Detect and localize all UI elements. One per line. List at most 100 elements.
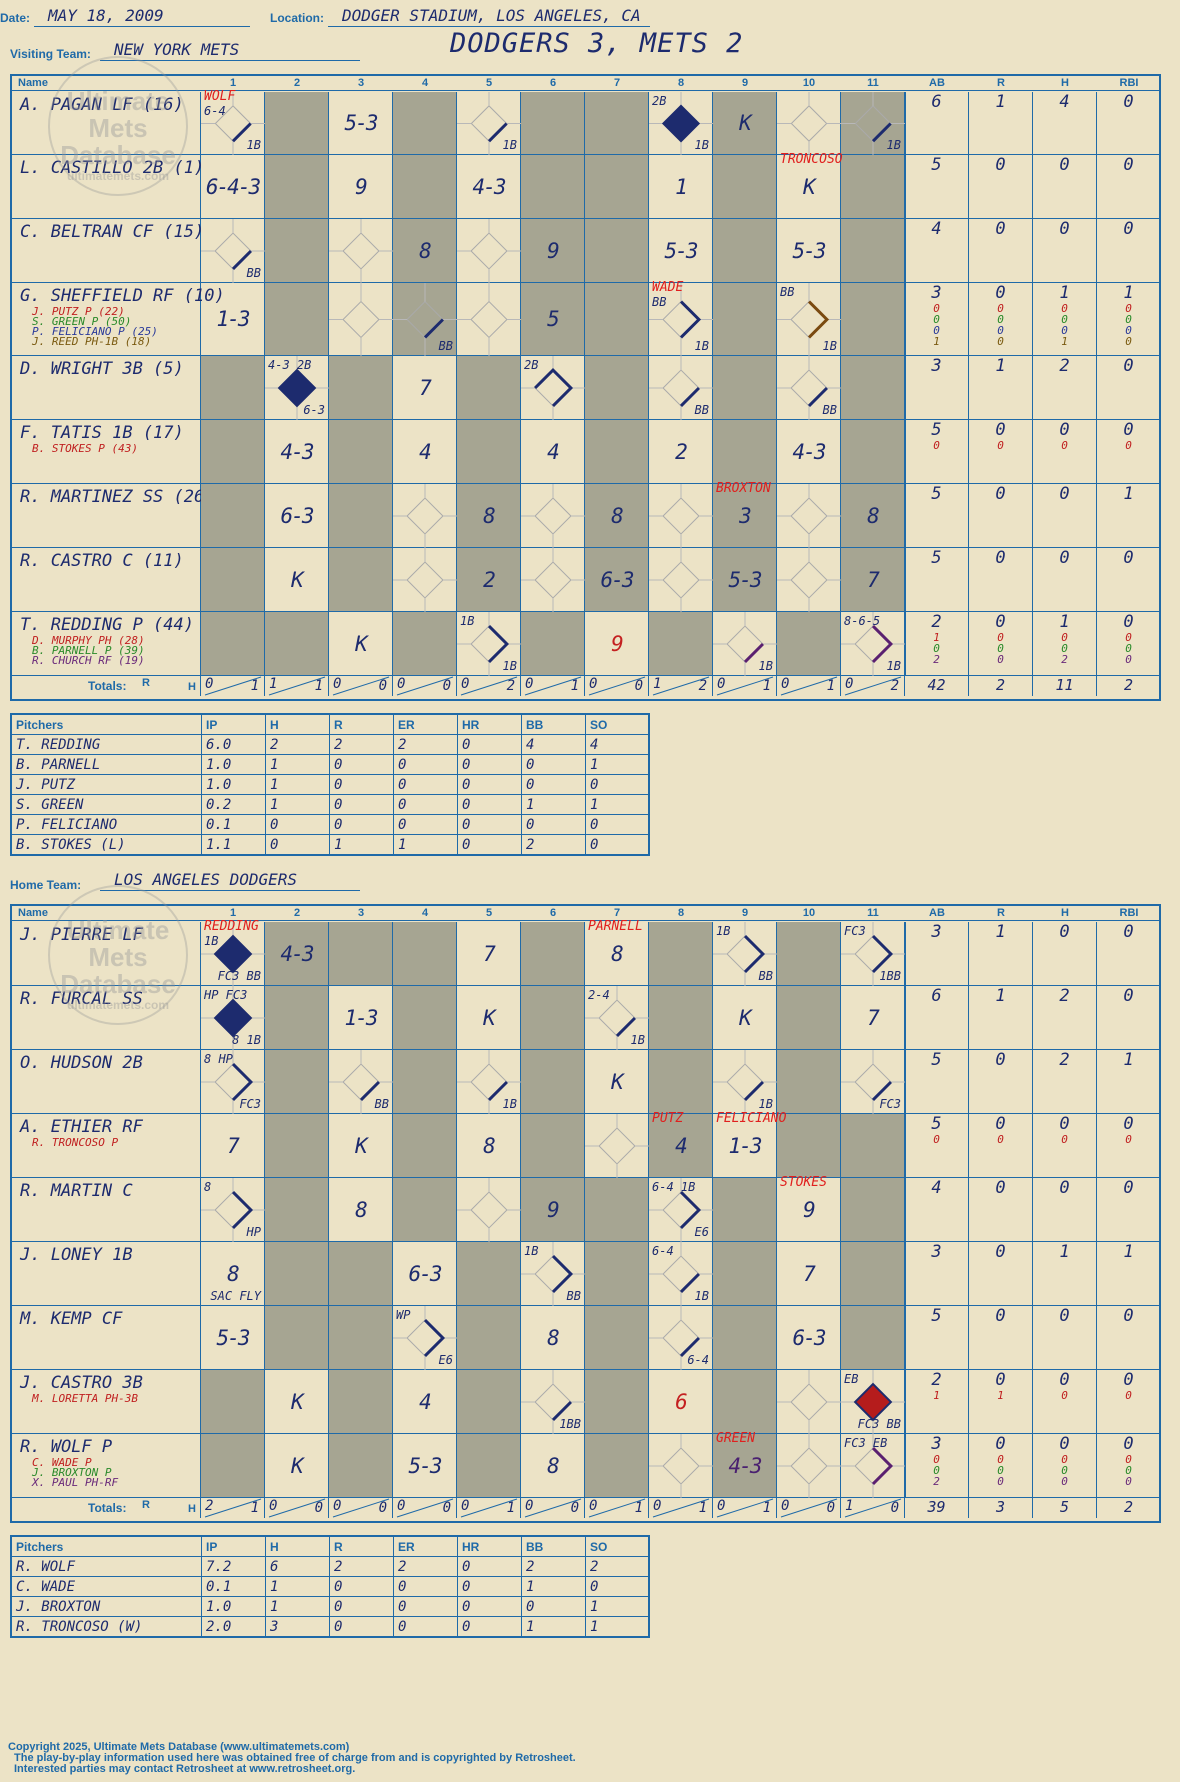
at-bat-cell — [521, 548, 585, 612]
at-bat-cell — [713, 356, 777, 420]
diamond-icon — [521, 548, 585, 612]
substitute-name: J. PUTZ P (22) — [32, 305, 125, 318]
at-bat-cell: 2B — [521, 356, 585, 420]
play-result: 4-3 — [280, 941, 315, 966]
pitcher-stat: 0 — [394, 795, 458, 815]
at-bat-cell — [649, 612, 713, 676]
at-bat-cell — [201, 1370, 265, 1434]
batter-stat: 0 — [1033, 922, 1097, 986]
pitcher-stat: 0 — [458, 1577, 522, 1597]
date-value: MAY 18, 2009 — [34, 6, 250, 27]
at-bat-cell — [649, 1050, 713, 1114]
pitcher-stat: 0 — [394, 1577, 458, 1597]
substitute-name: S. GREEN P (50) — [32, 315, 132, 328]
at-bat-cell: 5-3 — [201, 1306, 265, 1370]
stat-value: 0 — [995, 283, 1006, 303]
inning-hits: 1 — [314, 678, 323, 694]
totals-h-mark: H — [188, 1503, 196, 1515]
pitcher-stat: IP — [202, 1537, 266, 1557]
at-bat-cell — [841, 155, 905, 219]
diamond-icon — [841, 92, 905, 155]
pitcher-stat: 1 — [586, 795, 650, 815]
pitcher-change-note: WADE — [652, 280, 684, 295]
slash-icon — [332, 1498, 390, 1518]
stat-value: 6 — [931, 986, 942, 1006]
at-bat-cell: 5-3 — [393, 1434, 457, 1498]
sub-stat-value: 0 — [1125, 653, 1132, 666]
at-bat-cell: WP E6 — [393, 1306, 457, 1370]
at-bat-cell: 9 — [585, 612, 649, 676]
play-result: K — [483, 1005, 496, 1030]
at-bat-cell: K — [713, 986, 777, 1050]
stat-value: 2 — [1059, 1050, 1070, 1070]
pitcher-stat: 0 — [394, 755, 458, 775]
pitcher-stat: 4 — [522, 735, 586, 755]
at-bat-cell — [265, 1178, 329, 1242]
pitcher-stat: BB — [522, 1537, 586, 1557]
pitcher-stat: 0 — [330, 775, 394, 795]
pitcher-stat: 1 — [330, 835, 394, 855]
batter-stat: 0 — [1097, 356, 1161, 420]
batter-name-cell: M. KEMP CF — [12, 1306, 201, 1370]
at-bat-cell: 8 — [329, 1178, 393, 1242]
reach-note: 1B — [822, 339, 837, 353]
stat-value: 0 — [1123, 1178, 1134, 1198]
pitcher-stat: 2 — [394, 735, 458, 755]
advance-note: EB — [844, 1372, 859, 1386]
stat-value: 0 — [1123, 612, 1134, 632]
play-result: 9 — [803, 1197, 816, 1222]
pitcher-stat: 2 — [522, 1557, 586, 1577]
pitcher-row: J. PUTZ 1.0 1 0 0 0 0 0 — [12, 775, 650, 795]
sub-stat-value: 0 — [1125, 1464, 1132, 1477]
advance-note: WP — [396, 1308, 411, 1322]
footer-contact: Interested parties may contact Retroshee… — [14, 1763, 356, 1775]
play-result: 8 — [611, 503, 624, 528]
pitcher-name: R. WOLF — [12, 1557, 202, 1577]
at-bat-cell — [201, 1434, 265, 1498]
reach-note: BB — [694, 403, 709, 417]
inning-header: 4 — [421, 77, 429, 89]
inning-header: 9 — [741, 907, 749, 919]
sub-stat-value: 0 — [933, 1453, 940, 1466]
sub-stat-value: 0 — [1125, 642, 1132, 655]
stat-divider — [905, 92, 906, 676]
pitcher-stat: 1 — [586, 1597, 650, 1617]
stat-value: 0 — [1123, 155, 1134, 175]
at-bat-cell — [201, 484, 265, 548]
inning-header: 1 — [229, 77, 237, 89]
inning-header: 2 — [293, 907, 301, 919]
at-bat-cell: K — [585, 1050, 649, 1114]
at-bat-cell: 8 — [841, 484, 905, 548]
play-result: 5-3 — [728, 567, 763, 592]
sub-stat-value: 0 — [997, 1464, 1004, 1477]
stat-value: 1 — [1123, 1050, 1134, 1070]
play-result: 6-3 — [600, 567, 635, 592]
inning-header: 11 — [867, 77, 879, 89]
sub-stat-value: 0 — [933, 324, 940, 337]
play-result: 9 — [547, 1197, 560, 1222]
pitchers-header-row: Pitchers IP H R ER HR BB SO — [12, 715, 650, 735]
inning-hits: 1 — [570, 678, 579, 694]
play-result: 1 — [675, 174, 688, 199]
pitcher-name: C. WADE — [12, 1577, 202, 1597]
diamond-icon — [457, 1050, 521, 1114]
at-bat-cell — [713, 155, 777, 219]
inning-hits: 2 — [890, 678, 899, 694]
reach-note: 1BB — [879, 969, 901, 983]
sub-stat-value: 0 — [933, 1133, 940, 1146]
inning-header: 1 — [229, 907, 237, 919]
at-bat-cell — [201, 420, 265, 484]
diamond-icon — [649, 1306, 713, 1370]
at-bat-cell: 1-3 FELICIANO — [713, 1111, 786, 1178]
play-result: K — [739, 1005, 752, 1030]
play-result: 7 — [419, 375, 432, 400]
sub-stat-value: 1 — [1061, 335, 1068, 348]
at-bat-cell: 2B 1B — [649, 92, 713, 155]
at-bat-cell — [393, 1114, 457, 1178]
pitcher-stat: 3 — [266, 1617, 330, 1637]
